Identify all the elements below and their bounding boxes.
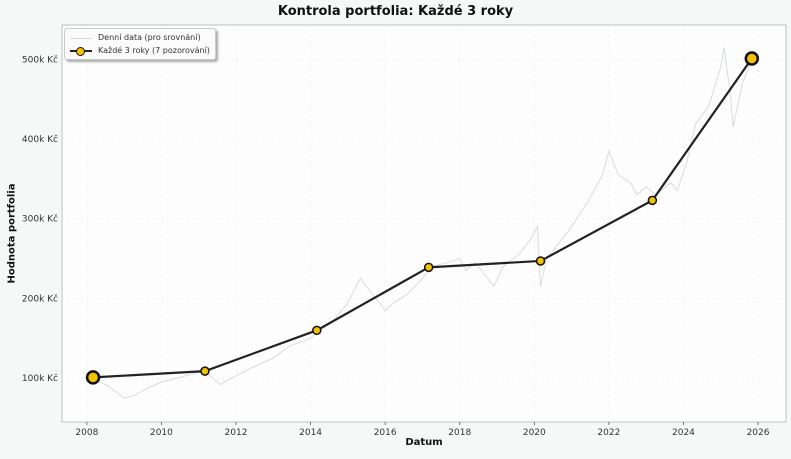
legend-item-daily: Denní data (pro srovnání)	[70, 31, 210, 44]
legend-item-3y: Každé 3 roky (7 pozorování)	[70, 44, 210, 57]
x-tick-label: 2014	[299, 428, 322, 438]
data-point-marker	[744, 51, 760, 66]
chart-title: Kontrola portfolia: Každé 3 roky	[277, 4, 514, 19]
data-point-marker	[200, 366, 210, 376]
y-tick-label: 100k Kč	[22, 373, 58, 384]
y-tick-label: 500k Kč	[22, 54, 58, 65]
legend-label: Denní data (pro srovnání)	[98, 33, 201, 42]
x-tick-label: 2018	[448, 428, 471, 438]
x-axis-label: Datum	[405, 437, 443, 448]
x-tick-label: 2022	[597, 428, 620, 438]
plot-area	[61, 24, 787, 423]
x-tick-label: 2010	[150, 428, 173, 438]
x-tick-label: 2024	[672, 428, 695, 438]
daily-data-line	[92, 47, 753, 399]
data-point-marker	[647, 195, 658, 206]
x-tick-label: 2026	[747, 428, 770, 438]
legend-marker-icon	[70, 46, 92, 56]
data-point-marker	[423, 262, 434, 273]
legend-label: Každé 3 roky (7 pozorování)	[98, 46, 210, 55]
y-tick-label: 400k Kč	[22, 134, 58, 145]
y-tick-label: 200k Kč	[22, 293, 58, 304]
x-tick-label: 2012	[225, 428, 248, 438]
data-point-marker	[535, 256, 546, 266]
y-tick-label: 300k Kč	[22, 214, 58, 225]
x-tick-label: 2020	[523, 428, 546, 438]
x-tick-label: 2016	[374, 428, 397, 438]
legend: Denní data (pro srovnání) Každé 3 roky (…	[64, 28, 216, 60]
x-tick-label: 2008	[75, 428, 98, 438]
data-point-marker	[312, 325, 322, 336]
data-point-marker	[85, 370, 101, 385]
legend-line-icon	[70, 33, 92, 43]
